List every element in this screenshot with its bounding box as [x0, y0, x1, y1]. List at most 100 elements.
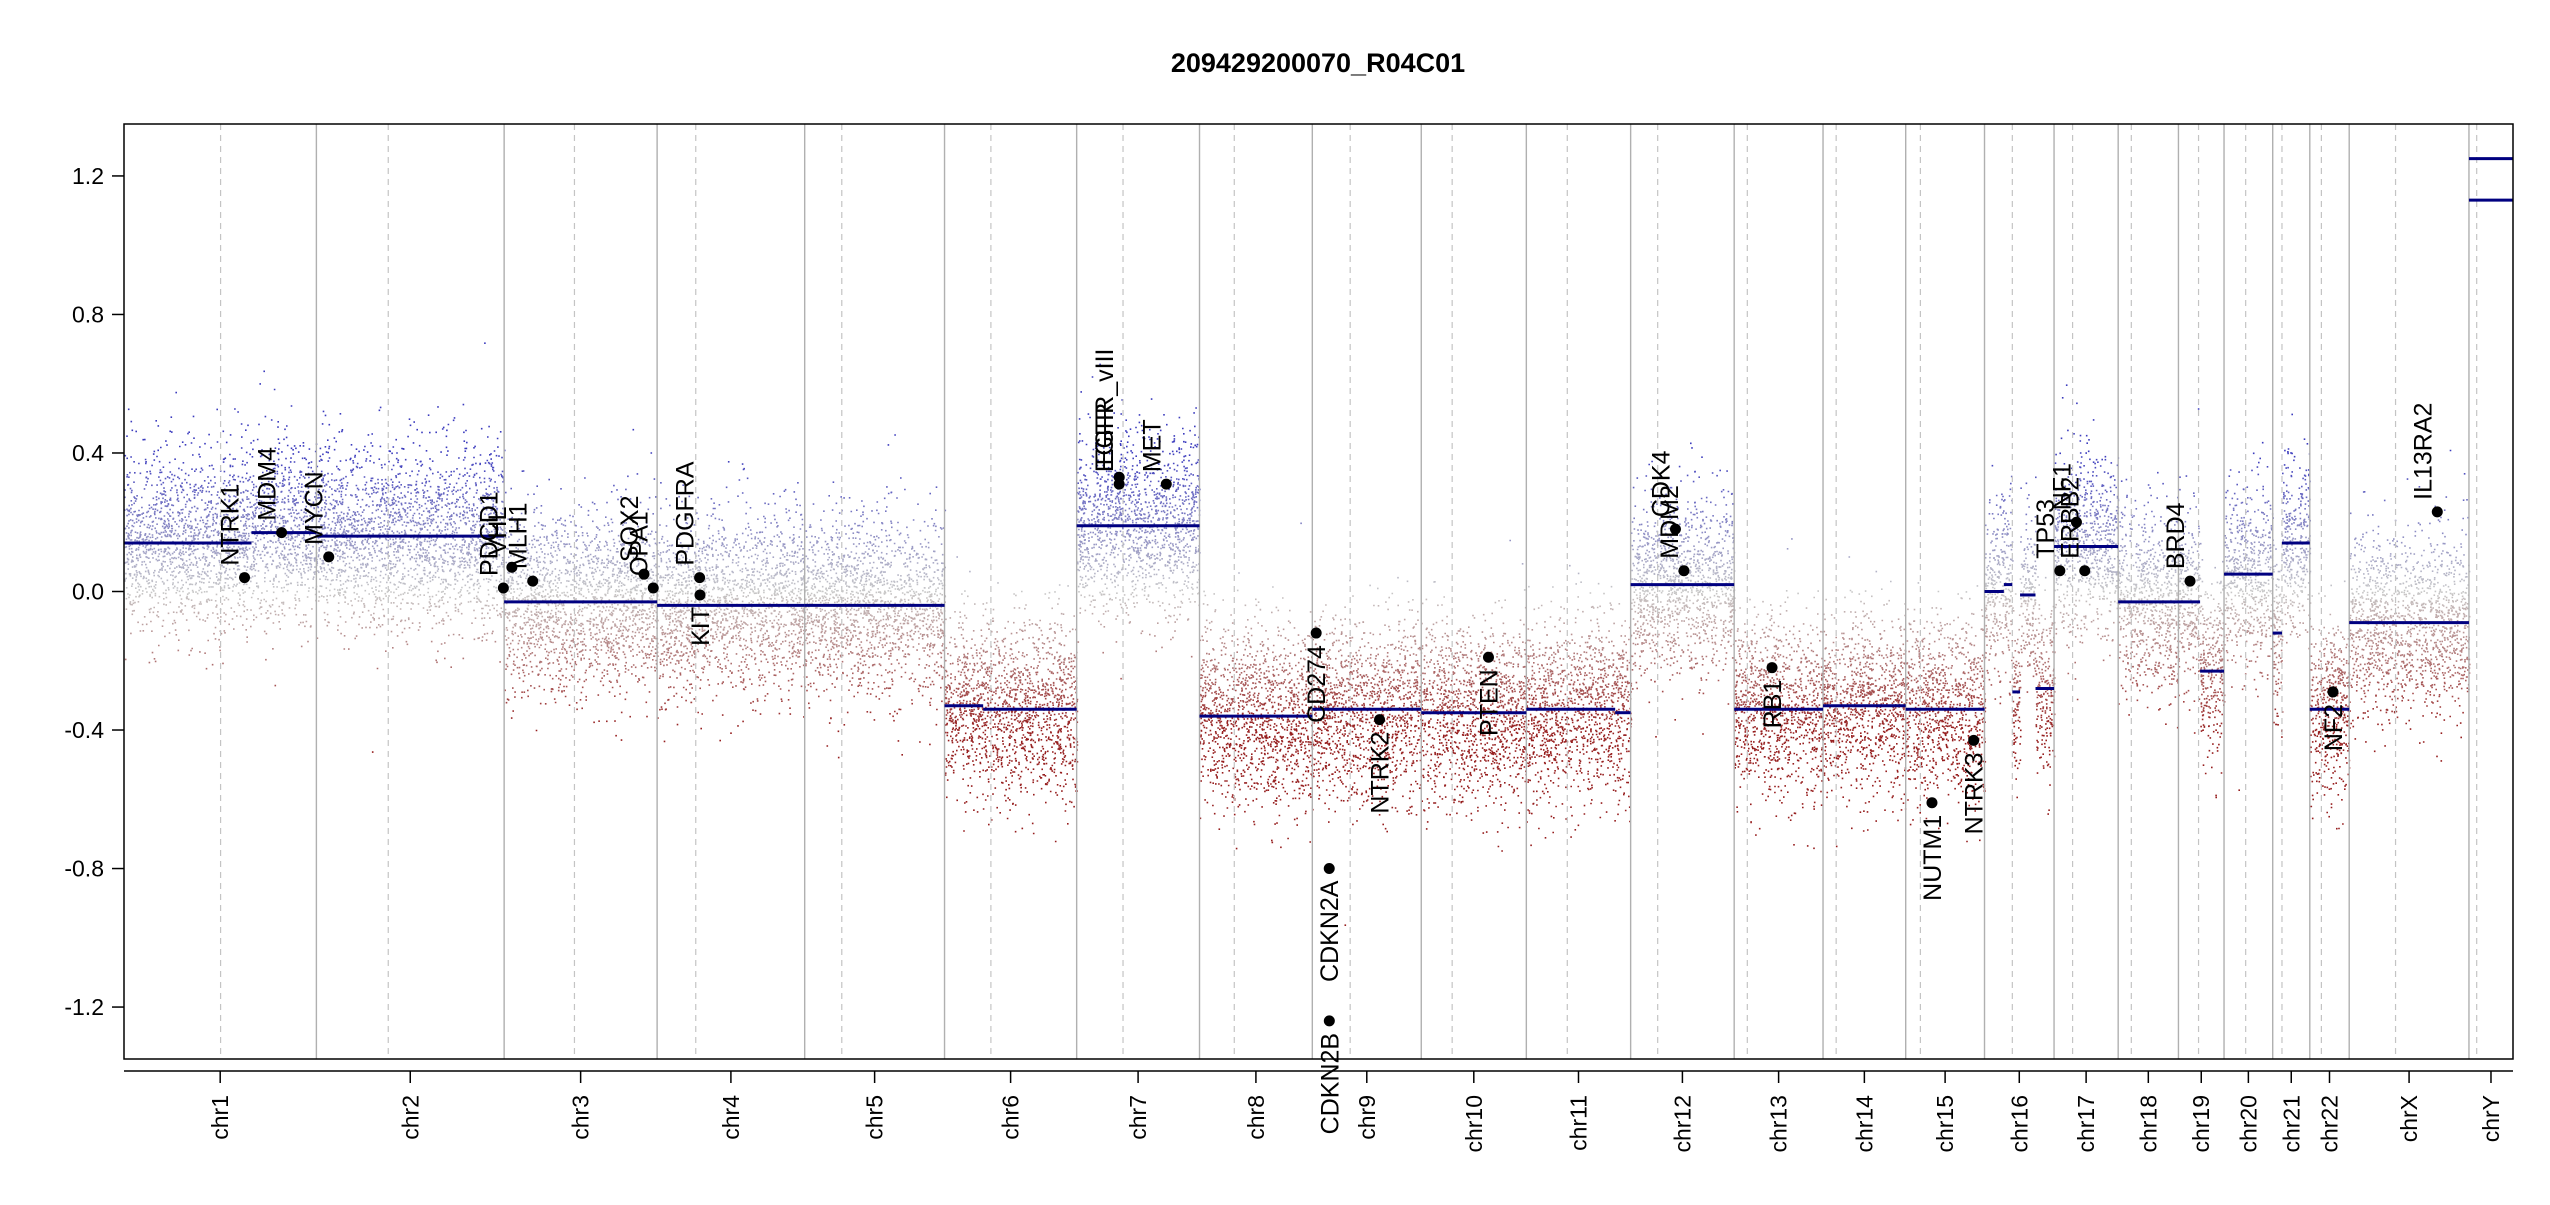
probe-cluster	[236, 616, 2467, 617]
probe-cluster	[307, 641, 2469, 642]
gene-label: CDKN2A	[1316, 880, 1344, 982]
gene-point	[694, 572, 705, 583]
probe-cluster	[551, 688, 2468, 689]
probe-cluster	[176, 635, 2436, 636]
probe-cluster	[133, 600, 2459, 601]
probe-cluster	[126, 587, 2428, 588]
probe-cluster	[132, 611, 2457, 612]
gene-label: MDM4	[254, 447, 282, 521]
gene-point	[527, 576, 538, 587]
probe-cluster	[242, 464, 2286, 465]
gene-point	[2327, 686, 2338, 697]
x-tick-label: chr18	[2135, 1095, 2161, 1153]
probe-cluster	[959, 727, 2351, 728]
probe-cluster	[344, 635, 2458, 636]
gene-label: MET	[1138, 419, 1166, 472]
probe-cluster	[219, 647, 2448, 648]
y-tick-label: 1.2	[72, 163, 104, 189]
gene-point	[323, 551, 334, 562]
probe-cluster	[722, 715, 2345, 716]
gene-label: ERBB2	[2057, 477, 2085, 559]
gene-label: IL13RA2	[2409, 403, 2437, 500]
probe-cluster	[153, 607, 2454, 608]
x-tick-label: chr19	[2188, 1095, 2214, 1153]
probe-cluster	[144, 616, 2471, 617]
probe-cluster	[131, 490, 2258, 491]
probe-cluster	[830, 718, 2364, 719]
y-tick-label: -1.2	[64, 994, 104, 1020]
probe-cluster	[150, 608, 2468, 609]
probe-cluster	[134, 542, 2307, 543]
x-tick-label: chr8	[1243, 1095, 1269, 1140]
gene-label: PDGFRA	[672, 461, 700, 566]
gene-label: NF2	[2320, 704, 2348, 751]
probe-cluster	[507, 699, 2427, 700]
gene-point	[1161, 479, 1172, 490]
gene-point	[1926, 797, 1937, 808]
x-tick-label: chr20	[2235, 1095, 2261, 1153]
x-tick-label: chr11	[1565, 1095, 1591, 1151]
chromosome-dividers	[221, 124, 2477, 1059]
probe-cluster	[228, 585, 2445, 586]
probe-cluster	[130, 508, 2306, 509]
probe-cluster	[598, 695, 2441, 696]
x-tick-label: chrX	[2396, 1095, 2422, 1142]
probe-cluster	[130, 488, 2310, 489]
probe-cluster	[126, 598, 2466, 599]
gene-label: PTEN	[1475, 669, 1503, 736]
gene-point	[1324, 1015, 1335, 1026]
x-tick-label: chr4	[718, 1095, 744, 1140]
x-tick-label: chr6	[998, 1095, 1024, 1140]
probe-cluster	[142, 624, 2430, 625]
probe-cluster	[730, 682, 2445, 683]
probe-cluster	[130, 604, 2466, 605]
probe-cluster	[130, 633, 2455, 634]
gene-label: NTRK1	[217, 484, 245, 566]
gene-label: BRD4	[2162, 502, 2190, 569]
y-tick-label: -0.4	[64, 717, 104, 743]
probe-cluster	[946, 723, 2461, 724]
probe-cluster	[256, 617, 2444, 618]
probe-cluster	[444, 658, 2393, 659]
probe-cluster	[192, 455, 2057, 456]
probe-cluster	[146, 471, 2293, 472]
probe-cluster	[125, 529, 2304, 530]
x-tick-label: chr3	[568, 1095, 594, 1140]
gene-label: CD274	[1303, 645, 1331, 723]
probe-cluster	[526, 665, 2455, 666]
probe-cluster	[572, 677, 2468, 678]
probe-cluster	[128, 514, 2308, 515]
probe-cluster	[127, 559, 2435, 560]
probe-cluster	[125, 456, 1187, 457]
probe-cluster	[514, 697, 2404, 698]
probe-cluster	[142, 590, 2441, 591]
probe-cluster	[127, 474, 2310, 475]
probe-cluster	[126, 515, 2310, 516]
probe-cluster	[153, 612, 2458, 613]
x-tick-label: chr10	[1461, 1095, 1487, 1153]
probe-cluster	[441, 643, 2466, 644]
x-tick-label: chr12	[1669, 1095, 1695, 1153]
gene-point	[1374, 714, 1385, 725]
gene-point	[498, 583, 509, 594]
y-tick-label: 0.8	[72, 301, 104, 327]
probe-cluster	[275, 686, 2452, 687]
probe-cluster	[147, 527, 2289, 528]
probe-cluster	[511, 718, 2359, 719]
gene-point	[276, 527, 287, 538]
gene-label: RB1	[1759, 680, 1787, 729]
probe-cluster	[181, 483, 2307, 484]
probe-cluster	[146, 481, 2310, 482]
probe-cluster	[125, 528, 2286, 529]
probe-cluster	[129, 549, 2311, 550]
probe-cluster	[597, 657, 2447, 658]
probe-cluster	[585, 673, 2471, 674]
probe-cluster	[233, 629, 2448, 630]
probe-cluster	[661, 707, 2441, 708]
probe-cluster	[163, 467, 2269, 468]
probe-cluster	[301, 646, 2451, 647]
probe-cluster	[127, 523, 2430, 524]
x-tick-label: chr7	[1125, 1095, 1151, 1140]
